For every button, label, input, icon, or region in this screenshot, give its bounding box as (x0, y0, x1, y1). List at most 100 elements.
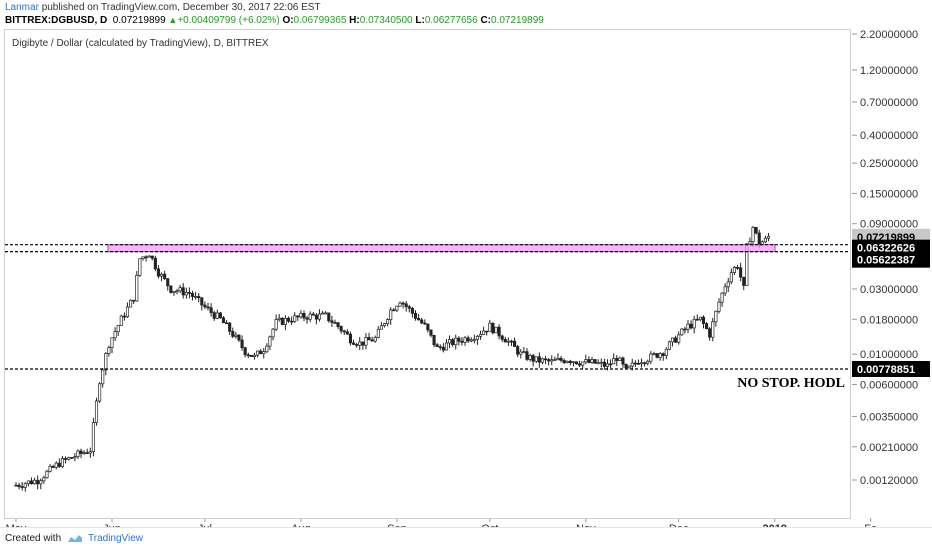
candle-body (708, 328, 712, 338)
candle-body (491, 322, 495, 334)
candle-body (726, 281, 730, 288)
candle-body (417, 318, 421, 321)
candle-body (156, 268, 161, 277)
candle-body (101, 369, 105, 385)
candle-body (82, 452, 86, 454)
candle-body (60, 458, 65, 467)
candle-body (382, 323, 387, 327)
last-price: 0.07219899 (112, 15, 166, 26)
candle-body (624, 363, 628, 369)
candle-body (23, 483, 27, 488)
candle-body (386, 319, 390, 325)
candle-body (113, 331, 117, 339)
candle-body (135, 274, 139, 302)
candle-body (692, 318, 696, 329)
candle-body (729, 272, 733, 283)
candle-body (680, 328, 684, 336)
candle-body (336, 322, 340, 327)
candle-body (119, 315, 123, 326)
candle-body (228, 322, 232, 332)
candle-body (593, 359, 597, 364)
candle-body (435, 344, 439, 348)
candle-body (609, 363, 613, 366)
candle-body (290, 320, 294, 323)
candle-body (268, 336, 272, 347)
candle-body (720, 292, 724, 303)
author-link[interactable]: Lanmar (5, 2, 39, 13)
y-tick-label: 1.20000000 (860, 65, 918, 77)
chart-title: Digibyte / Dollar (calculated by Trading… (12, 38, 269, 49)
candle-body (423, 322, 427, 325)
y-tick-label: 0.03000000 (860, 284, 918, 296)
candle-body (172, 290, 176, 293)
candle-body (602, 361, 606, 367)
candle-body (351, 342, 356, 345)
footer: Created with TradingView (0, 527, 932, 551)
candle-body (85, 452, 89, 454)
candle-body (70, 457, 74, 459)
candle-body (231, 331, 235, 337)
candle-body (132, 299, 136, 302)
candle-body (129, 299, 133, 308)
candle-body (243, 347, 247, 356)
candle-body (150, 255, 154, 259)
candle-body (194, 296, 198, 298)
candle-body (652, 353, 656, 355)
publish-text: published on TradingView.com, December 3… (41, 2, 321, 13)
candle-body (571, 361, 575, 364)
candle-body (485, 330, 489, 333)
created-with-label: Created with (5, 533, 62, 544)
candle-body (389, 309, 393, 320)
candle-body (763, 237, 767, 243)
candle-body (358, 341, 362, 346)
ohlc-bar: BITTREX:DGBUSD, D 0.07219899 ▲+0.0040979… (5, 15, 544, 26)
candle-body (432, 334, 436, 346)
y-tick-label: 2.20000000 (860, 29, 918, 41)
candle-body (488, 322, 492, 332)
symbol-label[interactable]: BITTREX:DGBUSD, D (5, 15, 108, 26)
candle-body (367, 337, 371, 341)
candle-body (308, 313, 312, 320)
candle-body (590, 359, 594, 363)
price-badge-label: 0.00778851 (857, 364, 915, 376)
candle-body (63, 458, 68, 460)
candle-body (110, 337, 114, 348)
candle-body (469, 339, 473, 342)
candle-body (478, 334, 483, 337)
candle-body (252, 354, 257, 357)
candle-body (550, 359, 554, 362)
candle-body (342, 330, 346, 333)
candle-body (612, 358, 616, 365)
candle-body (218, 312, 222, 319)
close-label: C: (480, 15, 491, 26)
candle-body (45, 470, 49, 479)
candle-body (748, 241, 752, 245)
candle-body (503, 339, 507, 343)
candle-body (212, 312, 216, 319)
candle-body (209, 307, 213, 313)
candle-body (472, 339, 476, 341)
candle-body (29, 480, 34, 485)
high-value: 0.07340500 (359, 15, 413, 26)
candle-body (200, 297, 204, 306)
candle-body (441, 346, 445, 351)
candle-body (463, 337, 467, 343)
candle-body (311, 313, 315, 316)
candle-body (655, 353, 659, 358)
candle-body (395, 305, 399, 311)
candle-body (674, 337, 678, 343)
candle-body (138, 258, 142, 276)
candle-body (299, 313, 303, 318)
candle-body (519, 351, 523, 355)
candle-body (615, 358, 619, 361)
candle-body (565, 360, 569, 363)
candle-body (649, 353, 653, 362)
candle-body (475, 335, 479, 340)
candle-body (497, 326, 501, 337)
candle-body (701, 316, 706, 324)
candle-body (404, 303, 408, 308)
candle-body (144, 256, 148, 259)
candle-body (57, 462, 61, 467)
tradingview-link[interactable]: TradingView (88, 533, 144, 544)
candle-body (500, 335, 504, 340)
